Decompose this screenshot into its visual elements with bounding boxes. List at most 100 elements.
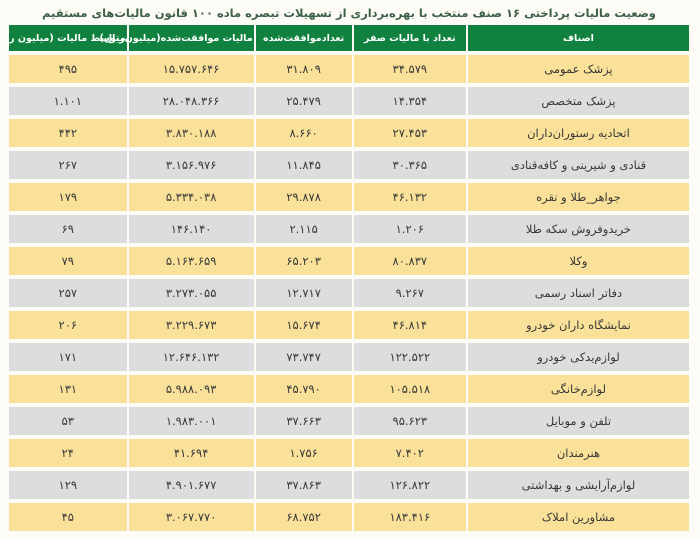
table-row: لوازم‌آرایشی و بهداشتی ۱۲۶.۸۲۲ ۳۷.۸۶۳ ۴.۹۰۱…	[10, 471, 690, 499]
table-row: هنرمندان ۷.۴۰۲ ۱.۷۵۶ ۴۱.۶۹۴ ۲۴	[10, 439, 690, 467]
value-cell: ۱۱.۸۴۵	[256, 151, 353, 179]
value-cell: ۲۹.۸۷۸	[256, 183, 353, 211]
value-cell: ۵.۹۸۸.۰۹۳	[129, 375, 255, 403]
value-cell: ۳.۸۳۰.۱۸۸	[129, 119, 255, 147]
guild-name-cell: قنادی و شیرینی و کافه‌قنادی	[468, 151, 690, 179]
value-cell: ۲۰۶	[10, 311, 128, 339]
value-cell: ۲۸.۰۴۸.۳۶۶	[129, 87, 255, 115]
value-cell: ۳.۰۶۷.۷۷۰	[129, 503, 255, 531]
table-row: خریدوفروش سکه طلا ۱.۲۰۶ ۲.۱۱۵ ۱۴۶.۱۴۰ ۶۹	[10, 215, 690, 243]
guild-name-cell: لوازم‌خانگی	[468, 375, 690, 403]
guild-name-cell: تلفن و موبایل	[468, 407, 690, 435]
value-cell: ۱۷۱	[10, 343, 128, 371]
value-cell: ۷۹	[10, 247, 128, 275]
header-row: اصناف تعداد با مالیات صفر تعدادموافقت‌شد…	[0, 25, 690, 51]
guild-name-cell: نمایشگاه داران خودرو	[468, 311, 690, 339]
value-cell: ۳۷.۸۶۳	[256, 471, 353, 499]
value-cell: ۴۴۲	[10, 119, 128, 147]
value-cell: ۴.۹۰۱.۶۷۷	[129, 471, 255, 499]
guild-tax-table: اصناف تعداد با مالیات صفر تعدادموافقت‌شد…	[0, 21, 692, 535]
guild-name-cell: پزشک متخصص	[468, 87, 690, 115]
value-cell: ۱۸۳.۴۱۶	[354, 503, 467, 531]
table-row: اتحادیه رستوران‌داران ۲۷.۴۵۳ ۸.۶۶۰ ۳.۸۳۰.۱۸…	[10, 119, 690, 147]
value-cell: ۳۷.۶۶۳	[256, 407, 353, 435]
value-cell: ۳.۱۵۶.۹۷۶	[129, 151, 255, 179]
value-cell: ۳۰.۳۶۵	[354, 151, 467, 179]
guild-name-cell: مشاورین املاک	[468, 503, 690, 531]
value-cell: ۳۴.۵۷۹	[354, 55, 467, 83]
guild-name-cell: وکلا	[468, 247, 690, 275]
table-row: جواهر_طلا و نقره ۴۶.۱۳۲ ۲۹.۸۷۸ ۵.۳۳۴.۰۳۸ ۱۷۹	[10, 183, 690, 211]
table-row: مشاورین املاک ۱۸۳.۴۱۶ ۶۸.۷۵۲ ۳.۰۶۷.۷۷۰ ۴۵	[10, 503, 690, 531]
value-cell: ۱۳۱	[10, 375, 128, 403]
value-cell: ۱۲۲.۵۲۲	[354, 343, 467, 371]
guild-name-cell: هنرمندان	[468, 439, 690, 467]
column-header-average-tax: متوسط مالیات (میلیون ریال)	[0, 25, 128, 51]
value-cell: ۱۴۶.۱۴۰	[129, 215, 255, 243]
table-body: پزشک عمومی ۳۴.۵۷۹ ۳۱.۸۰۹ ۱۵.۷۵۷.۶۴۶ ۴۹۵ پزشک …	[10, 55, 690, 531]
value-cell: ۲۷.۴۵۳	[354, 119, 467, 147]
value-cell: ۵.۱۶۳.۶۵۹	[129, 247, 255, 275]
value-cell: ۱۲۶.۸۲۲	[354, 471, 467, 499]
value-cell: ۲۶۷	[10, 151, 128, 179]
value-cell: ۴۱.۶۹۴	[129, 439, 255, 467]
value-cell: ۸.۶۶۰	[256, 119, 353, 147]
table-row: لوازم‌خانگی ۱۰۵.۵۱۸ ۴۵.۷۹۰ ۵.۹۸۸.۰۹۳ ۱۳۱	[10, 375, 690, 403]
column-header-zero-tax-count: تعداد با مالیات صفر	[354, 25, 467, 51]
value-cell: ۶۹	[10, 215, 128, 243]
table-row: لوازم‌یدکی خودرو ۱۲۲.۵۲۲ ۷۳.۷۴۷ ۱۲.۶۴۶.۱۳۲ ۱…	[10, 343, 690, 371]
guild-name-cell: لوازم‌یدکی خودرو	[468, 343, 690, 371]
value-cell: ۱۵.۶۷۴	[256, 311, 353, 339]
value-cell: ۳.۲۷۳.۰۵۵	[129, 279, 255, 307]
value-cell: ۱۲.۶۴۶.۱۳۲	[129, 343, 255, 371]
value-cell: ۲۵.۴۷۹	[256, 87, 353, 115]
value-cell: ۳۱.۸۰۹	[256, 55, 353, 83]
value-cell: ۹۵.۶۲۳	[354, 407, 467, 435]
value-cell: ۱.۱۰۱	[10, 87, 128, 115]
column-header-guilds: اصناف	[468, 25, 690, 51]
value-cell: ۹.۲۶۷	[354, 279, 467, 307]
value-cell: ۱۲.۷۱۷	[256, 279, 353, 307]
value-cell: ۴۵.۷۹۰	[256, 375, 353, 403]
guild-name-cell: اتحادیه رستوران‌داران	[468, 119, 690, 147]
table-row: پزشک متخصص ۱۴.۳۵۴ ۲۵.۴۷۹ ۲۸.۰۴۸.۳۶۶ ۱.۱۰۱	[10, 87, 690, 115]
column-header-approved-tax: مالیات موافقت‌شده(میلیون‌ریال)	[101, 25, 255, 51]
guild-name-cell: لوازم‌آرایشی و بهداشتی	[468, 471, 690, 499]
page-title: وضعیت مالیات پرداختی ۱۶ صنف منتخب با بهر…	[43, 6, 657, 20]
value-cell: ۱.۹۸۳.۰۰۱	[129, 407, 255, 435]
table-row: وکلا ۸۰.۸۳۷ ۶۵.۲۰۳ ۵.۱۶۳.۶۵۹ ۷۹	[10, 247, 690, 275]
value-cell: ۳.۲۲۹.۶۷۳	[129, 311, 255, 339]
value-cell: ۴۶.۸۱۴	[354, 311, 467, 339]
value-cell: ۱۷۹	[10, 183, 128, 211]
value-cell: ۶۸.۷۵۲	[256, 503, 353, 531]
value-cell: ۴۵	[10, 503, 128, 531]
value-cell: ۵.۳۳۴.۰۳۸	[129, 183, 255, 211]
value-cell: ۱۵.۷۵۷.۶۴۶	[129, 55, 255, 83]
value-cell: ۷.۴۰۲	[354, 439, 467, 467]
guild-name-cell: پزشک عمومی	[468, 55, 690, 83]
value-cell: ۵۳	[10, 407, 128, 435]
value-cell: ۱.۷۵۶	[256, 439, 353, 467]
value-cell: ۷۳.۷۴۷	[256, 343, 353, 371]
table-row: دفاتر اسناد رسمی ۹.۲۶۷ ۱۲.۷۱۷ ۳.۲۷۳.۰۵۵ ۲۵۷	[10, 279, 690, 307]
value-cell: ۴۶.۱۳۲	[354, 183, 467, 211]
table-header: اصناف تعداد با مالیات صفر تعدادموافقت‌شد…	[0, 25, 690, 51]
value-cell: ۱۴.۳۵۴	[354, 87, 467, 115]
value-cell: ۲۵۷	[10, 279, 128, 307]
value-cell: ۱۰۵.۵۱۸	[354, 375, 467, 403]
table-row: نمایشگاه داران خودرو ۴۶.۸۱۴ ۱۵.۶۷۴ ۳.۲۲۹.۶۷…	[10, 311, 690, 339]
value-cell: ۶۵.۲۰۳	[256, 247, 353, 275]
value-cell: ۸۰.۸۳۷	[354, 247, 467, 275]
table-row: قنادی و شیرینی و کافه‌قنادی ۳۰.۳۶۵ ۱۱.۸۴۵ ۳…	[10, 151, 690, 179]
guild-name-cell: خریدوفروش سکه طلا	[468, 215, 690, 243]
value-cell: ۲.۱۱۵	[256, 215, 353, 243]
guild-name-cell: جواهر_طلا و نقره	[468, 183, 690, 211]
value-cell: ۲۴	[10, 439, 128, 467]
value-cell: ۱.۲۰۶	[354, 215, 467, 243]
value-cell: ۴۹۵	[10, 55, 128, 83]
guild-name-cell: دفاتر اسناد رسمی	[468, 279, 690, 307]
value-cell: ۱۲۹	[10, 471, 128, 499]
table-row: تلفن و موبایل ۹۵.۶۲۳ ۳۷.۶۶۳ ۱.۹۸۳.۰۰۱ ۵۳	[10, 407, 690, 435]
column-header-approved-count: تعدادموافقت‌شده	[256, 25, 353, 51]
